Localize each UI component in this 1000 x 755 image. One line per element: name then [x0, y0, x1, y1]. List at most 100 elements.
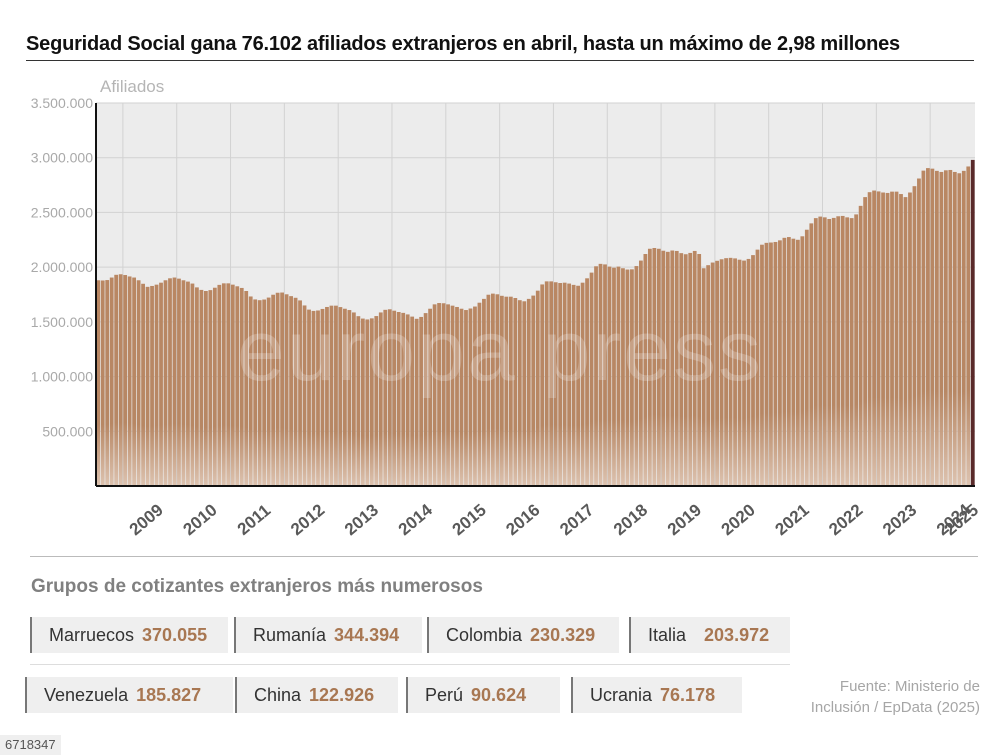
bar: [670, 250, 675, 486]
group-name: Ucrania: [590, 684, 653, 705]
bar: [347, 310, 352, 486]
y-tick-label: 3.500.000: [31, 95, 93, 111]
bar: [513, 298, 518, 486]
bar: [863, 197, 868, 486]
bar: [966, 166, 971, 486]
bar: [159, 282, 163, 486]
bar: [813, 218, 818, 487]
bar: [715, 260, 720, 486]
bar: [208, 290, 213, 486]
x-tick-label: 2012: [287, 500, 328, 539]
bar: [491, 293, 495, 486]
bar: [827, 218, 832, 486]
x-tick-label: 2011: [234, 501, 274, 539]
affiliates-bar-chart: 500.000 1.000.000 1.500.000 2.000.000 2.500.…: [31, 77, 982, 539]
bar: [307, 309, 311, 486]
bar: [930, 168, 935, 486]
bar: [181, 280, 186, 486]
group-name: Perú: [425, 684, 464, 705]
bar: [872, 190, 876, 486]
bar: [585, 278, 589, 486]
group-card-italia: Italia 203.972: [629, 617, 790, 653]
group-name: Colombia: [446, 624, 523, 645]
group-value: 344.394: [334, 624, 400, 645]
bar: [387, 309, 392, 486]
bar: [710, 262, 715, 486]
bar: [226, 283, 231, 486]
bar: [311, 310, 316, 486]
x-tick-label: 2025: [941, 500, 982, 539]
bar: [970, 159, 975, 486]
bar: [517, 300, 522, 486]
group-card-venezuela: Venezuela 185.827: [25, 677, 233, 713]
bar: [190, 283, 195, 486]
bar: [652, 247, 657, 486]
bar: [737, 259, 742, 486]
title-divider: [26, 60, 974, 61]
bar: [410, 316, 415, 486]
bar: [154, 284, 159, 486]
bar: [733, 258, 737, 486]
bar: [114, 274, 119, 486]
bar: [508, 296, 513, 486]
bar: [360, 318, 365, 486]
source-line-1: Fuente: Ministerio de: [839, 678, 980, 695]
bar: [553, 282, 558, 486]
y-tick-label: 3.000.000: [31, 150, 93, 166]
bar: [262, 299, 267, 486]
bar: [244, 290, 249, 486]
group-name: Rumanía: [253, 624, 327, 645]
group-value: 203.972: [704, 624, 770, 645]
bar: [365, 319, 370, 486]
bar: [127, 276, 132, 486]
group-name: Italia: [648, 624, 687, 645]
groups-title: Grupos de cotizantes extranjeros más num…: [31, 576, 483, 597]
bar: [683, 254, 688, 486]
x-tick-label: 2014: [395, 500, 437, 539]
bar: [809, 223, 814, 486]
bar: [105, 280, 110, 486]
x-tick-label: 2022: [825, 500, 866, 539]
bar: [266, 297, 271, 486]
bar: [437, 303, 441, 486]
y-tick-label: 500.000: [42, 423, 93, 439]
bar: [567, 283, 572, 486]
y-axis-label: Afiliados: [100, 77, 164, 96]
bar: [338, 307, 343, 486]
bar: [123, 275, 128, 486]
bar: [903, 197, 908, 486]
bar: [109, 277, 114, 486]
bar: [459, 308, 464, 486]
bar: [943, 170, 948, 486]
bar: [769, 242, 773, 486]
bar: [275, 292, 280, 486]
bar: [257, 300, 262, 486]
bar: [203, 290, 208, 486]
bar: [486, 294, 491, 486]
bar: [751, 255, 755, 486]
bar: [374, 316, 379, 486]
bar: [253, 299, 258, 486]
bar: [414, 318, 419, 486]
x-tick-label: 2021: [771, 500, 812, 539]
bar: [302, 305, 307, 486]
bar: [706, 265, 711, 486]
bar: [177, 278, 181, 486]
bar: [221, 283, 226, 486]
bar: [867, 192, 872, 486]
bar: [939, 171, 944, 486]
bar: [141, 283, 145, 486]
bar: [432, 304, 437, 486]
bar: [665, 251, 670, 486]
bar: [921, 170, 926, 486]
group-name: China: [254, 684, 302, 705]
bar: [661, 250, 666, 486]
bar: [692, 250, 697, 486]
bar: [280, 292, 285, 486]
bar: [926, 168, 930, 487]
bar: [499, 295, 504, 486]
bar: [674, 250, 679, 486]
bar: [351, 312, 356, 486]
y-tick-label: 1.500.000: [31, 314, 93, 330]
bar: [719, 259, 724, 486]
